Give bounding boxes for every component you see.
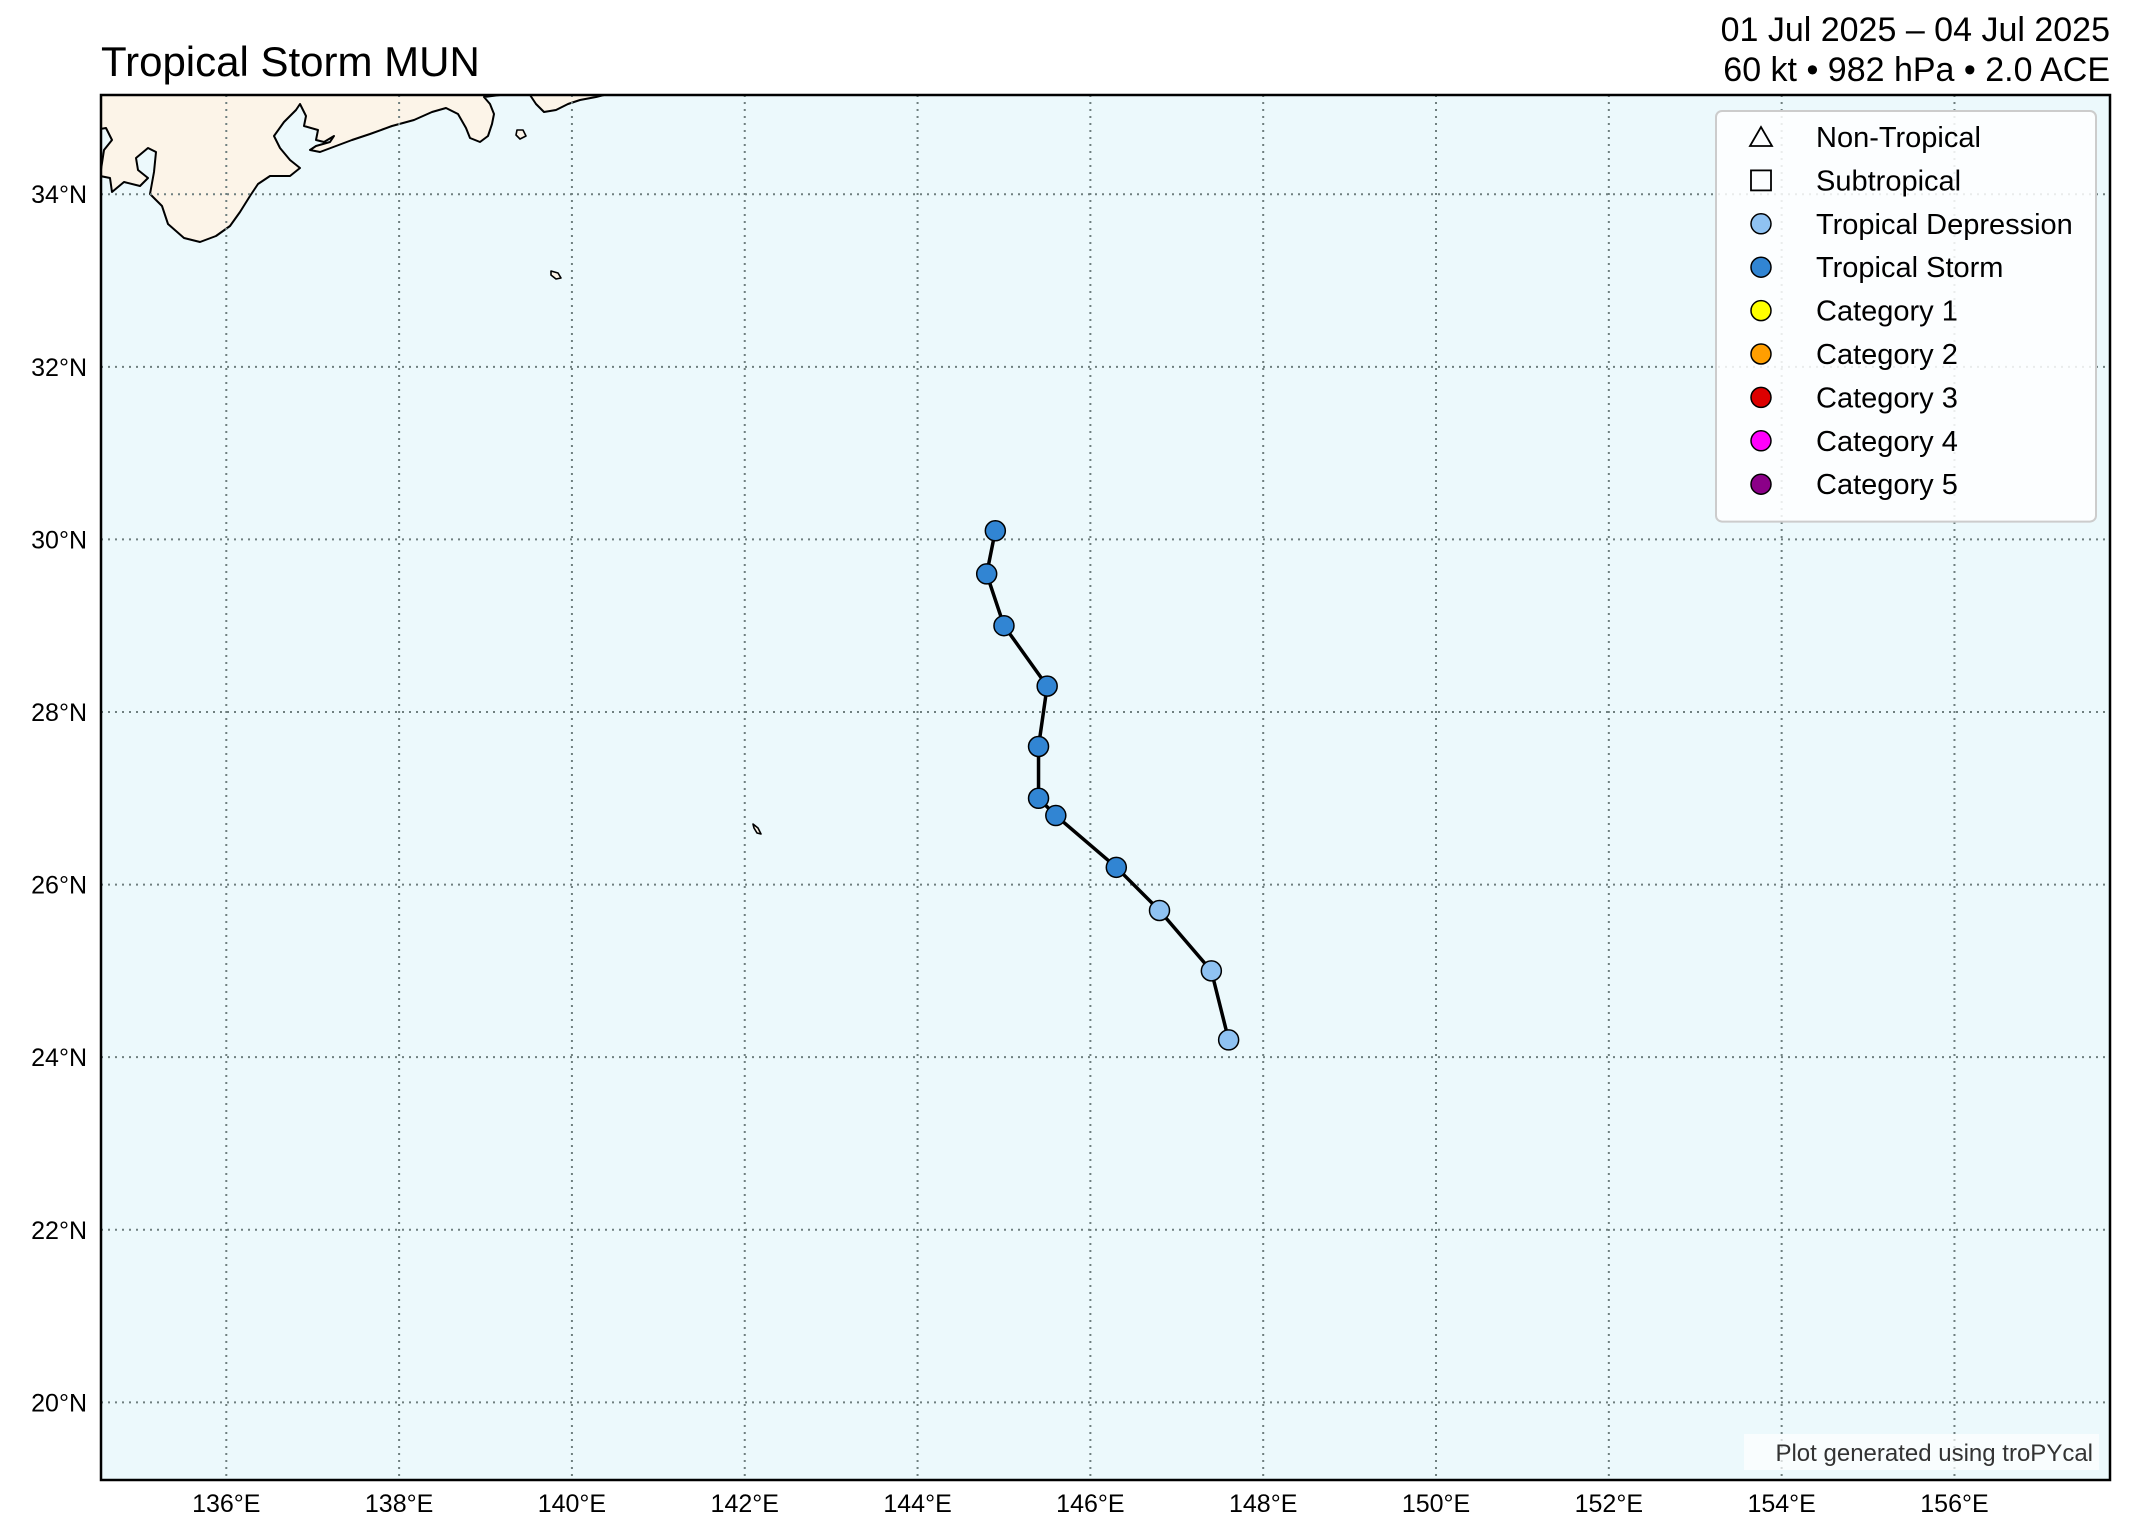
axis-tick-labels: 136°E 138°E 140°E 142°E 144°E 146°E 148°E 150°E… [31,181,1989,1518]
credit-background [1744,1434,2099,1470]
legend-label: Tropical Storm [1816,252,2003,284]
legend-circle-icon [1750,473,1772,495]
legend-label: Category 3 [1816,382,1958,414]
land-small-isle-3 [752,823,762,835]
track-point [1027,735,1050,758]
land-honshu [101,95,501,243]
subtropical-square-icon [1750,169,1772,192]
lat-tick-label: 24°N [31,1044,87,1072]
lon-tick-label: 142°E [711,1490,779,1518]
legend-circle-icon [1750,213,1772,235]
lat-tick-label: 20°N [31,1389,87,1417]
land-layer [101,95,762,835]
legend-label: Category 5 [1816,469,1958,501]
date-range: 01 Jul 2025 – 04 Jul 2025 [1720,11,2110,49]
lat-tick-label: 22°N [31,1217,87,1245]
lon-tick-label: 144°E [883,1490,951,1518]
map-title: Tropical Storm MUN [101,38,480,85]
storm-summary: 01 Jul 2025 – 04 Jul 2025 60 kt • 982 hP… [1721,10,2110,90]
legend-circle-icon [1750,386,1772,409]
lon-tick-label: 154°E [1747,1490,1815,1518]
track-point [975,563,998,585]
lon-tick-label: 152°E [1575,1490,1643,1518]
lon-tick-label: 156°E [1920,1490,1988,1518]
lon-tick-label: 138°E [365,1490,433,1518]
legend-circle-icon [1750,256,1772,278]
lon-tick-label: 150°E [1402,1490,1470,1518]
track-point [1148,899,1171,922]
legend-box [1715,110,2097,523]
track-point [993,614,1015,637]
storm-track [975,520,1240,1051]
legend: Non-Tropical Subtropical Tropical Depressi… [1715,110,2097,523]
lon-tick-label: 148°E [1229,1490,1297,1518]
lat-tick-label: 32°N [31,354,87,382]
storm-stats: 60 kt • 982 hPa • 2.0 ACE [1723,51,2110,89]
lat-tick-label: 26°N [31,872,87,900]
legend-label: Category 1 [1816,296,1958,328]
track-point [1217,1029,1240,1051]
lon-tick-label: 140°E [538,1490,606,1518]
credit-text: Plot generated using troPYcal [1775,1440,2093,1467]
legend-label: Non-Tropical [1816,122,1981,154]
non-tropical-triangle-icon [1748,125,1774,147]
credit-box: Plot generated using troPYcal [1744,1434,2099,1470]
track-point [1045,804,1067,827]
legend-label: Tropical Depression [1816,209,2073,241]
lon-tick-label: 136°E [192,1490,260,1518]
track-point [1200,960,1223,982]
legend-label: Category 4 [1816,426,1958,458]
lat-tick-label: 28°N [31,699,87,727]
track-point [1027,787,1050,810]
track-point [1105,856,1128,879]
legend-label: Subtropical [1816,165,1961,197]
map-frame [99,93,2112,1482]
legend-circle-icon [1750,343,1772,365]
land-small-isle-2 [550,270,562,280]
legend-circle-icon [1750,299,1772,322]
track-point [984,520,1007,542]
lat-tick-label: 30°N [31,526,87,554]
lon-tick-label: 146°E [1056,1490,1124,1518]
legend-label: Category 2 [1816,339,1958,371]
track-point [1036,675,1058,697]
land-small-isle-1 [515,129,527,140]
legend-circle-icon [1750,430,1772,452]
lat-tick-label: 34°N [31,181,87,209]
